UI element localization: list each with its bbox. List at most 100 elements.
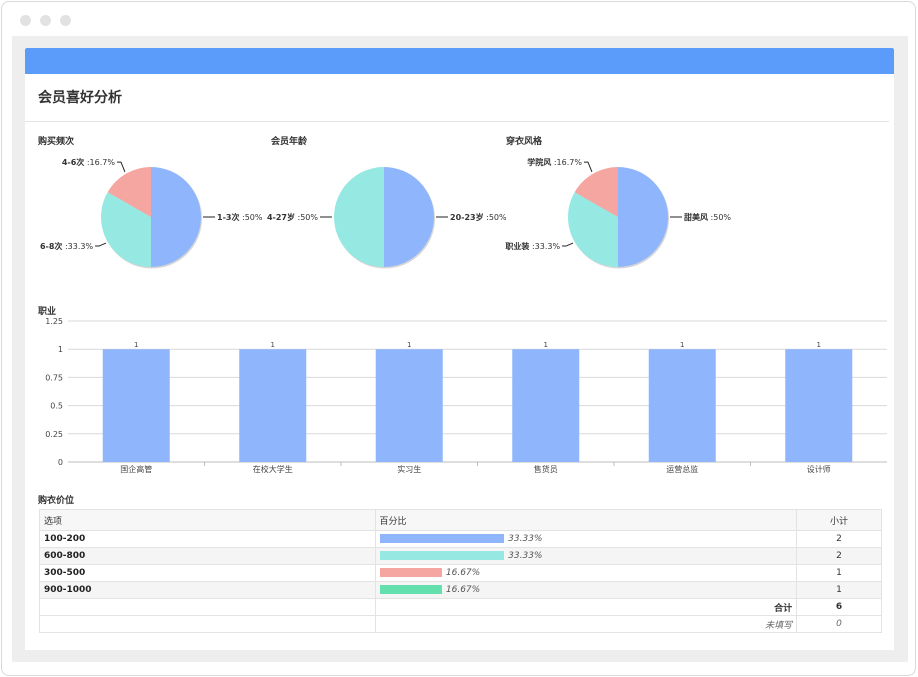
bar-value-label: 1 (544, 341, 548, 349)
percent-text: 16.67% (445, 584, 481, 595)
y-tick-label: 0.25 (45, 430, 63, 439)
pie-slice-name: 6-8次 (40, 241, 62, 251)
pie-slice-percent: :16.7% (551, 158, 582, 167)
pie-slice[interactable] (618, 167, 668, 267)
pie-slice-name: 4-6次 (62, 157, 84, 167)
title-divider (25, 121, 889, 122)
unfilled-empty-cell (39, 615, 376, 633)
row-percent: 16.67% (374, 564, 798, 582)
y-tick-label: 1.25 (45, 317, 63, 326)
y-tick-label: 0 (58, 458, 63, 467)
pie-leader-line (95, 242, 107, 247)
x-tick-label: 国企高管 (120, 464, 152, 474)
table-header-row: 选项 百分比 小计 (39, 509, 882, 531)
pie-charts: 1-3次 :50% 6-8次 :33.3% 4-6次 :16.7% 20-23岁 :5… (40, 157, 731, 269)
total-value: 6 (796, 598, 882, 616)
pie-slice-percent: :50% (295, 213, 318, 222)
pie-slice-name: 职业装 (505, 241, 529, 251)
pie-slice[interactable] (574, 167, 618, 217)
report-panel: 会员喜好分析 购买频次 会员年龄 穿衣风格 1-3次 :50% 6-8次 :33.… (25, 48, 894, 650)
pie-slice-label: 1-3次 :50% (217, 212, 263, 222)
pie-slice-label: 4-27岁 :50% (267, 212, 318, 222)
header-option: 选项 (39, 509, 376, 531)
pie-label-style: 穿衣风格 (506, 137, 543, 147)
pie-slice-percent: :16.7% (84, 158, 115, 167)
occupation-bar-chart: 0 0.25 0.5 0.75 1 1.25 1 国企高管 1 在校大学生 1 实习生 1 售货员 1 运营总… (45, 317, 887, 474)
pie-slice[interactable] (151, 167, 201, 267)
bar-value-label: 1 (271, 341, 275, 349)
pie-slice[interactable] (384, 167, 434, 267)
bar[interactable] (375, 349, 443, 462)
total-row: 合计 6 (39, 598, 882, 616)
pie-slice-name: 学院风 (527, 157, 551, 167)
pie-slice-label: 职业装 :33.3% (505, 241, 560, 251)
table-row: 100-200 33.33% 2 (39, 530, 882, 548)
table-row: 600-800 33.33% 2 (39, 547, 882, 565)
bar[interactable] (785, 349, 853, 462)
pie-slice[interactable] (568, 192, 618, 267)
bar[interactable] (102, 349, 170, 462)
pie-leader-line (562, 242, 574, 247)
row-percent: 33.33% (374, 530, 798, 548)
page-title: 会员喜好分析 (38, 90, 122, 106)
percent-bar (379, 585, 442, 595)
percent-bar (379, 568, 442, 578)
window-minimize-dot[interactable] (40, 15, 51, 26)
percent-text: 33.33% (508, 550, 543, 561)
unfilled-label: 未填写 (374, 615, 798, 633)
total-label: 合计 (374, 598, 798, 616)
pie-slice-label: 甜美风 :50% (684, 212, 731, 222)
pie-slice-name: 4-27岁 (267, 212, 295, 222)
y-tick-label: 0.5 (50, 402, 63, 411)
pie-slice[interactable] (107, 167, 151, 217)
row-option: 300-500 (39, 564, 376, 582)
percent-text: 33.33% (508, 533, 543, 544)
row-percent: 16.67% (374, 581, 798, 599)
row-count: 2 (796, 547, 882, 565)
bar[interactable] (239, 349, 307, 462)
row-count: 2 (796, 530, 882, 548)
pie-slice-percent: :33.3% (529, 242, 560, 251)
pie-slice-label: 4-6次 :16.7% (62, 157, 116, 167)
total-empty-cell (39, 598, 376, 616)
header-bar (25, 48, 894, 74)
unfilled-row: 未填写 0 (39, 615, 882, 633)
pie-label-age: 会员年龄 (271, 137, 308, 147)
pie-slice[interactable] (334, 167, 384, 267)
pie-slice-percent: :50% (239, 213, 262, 222)
row-option: 100-200 (39, 530, 376, 548)
x-tick-label: 售货员 (534, 464, 558, 474)
x-tick-label: 运营总监 (666, 464, 698, 474)
pie-slice-label: 6-8次 :33.3% (40, 241, 94, 251)
pie-slice[interactable] (100, 192, 151, 267)
percent-bar (379, 551, 505, 561)
window-maximize-dot[interactable] (60, 15, 71, 26)
y-tick-label: 0.75 (45, 373, 63, 382)
pie-slice-name: 20-23岁 (450, 212, 484, 222)
table-row: 300-500 16.67% 1 (39, 564, 882, 582)
x-tick-label: 在校大学生 (253, 464, 293, 474)
pie-slice-percent: :33.3% (62, 242, 93, 251)
header-subtotal: 小计 (796, 509, 882, 531)
bar[interactable] (512, 349, 580, 462)
row-option: 900-1000 (39, 581, 376, 599)
pie-slice-label: 20-23岁 :50% (450, 212, 507, 222)
bar[interactable] (648, 349, 716, 462)
percent-bar (379, 534, 505, 544)
pie-leader-line (116, 161, 126, 173)
pie-leader-line (583, 161, 593, 173)
price-table: 选项 百分比 小计 100-200 33.33% 2 600-800 33.33… (39, 509, 882, 633)
x-tick-label: 实习生 (397, 464, 421, 474)
pie-slice-name: 甜美风 (684, 212, 708, 222)
header-percent: 百分比 (374, 509, 798, 531)
window-close-dot[interactable] (20, 15, 31, 26)
pie-slice-percent: :50% (484, 213, 507, 222)
price-table-label: 购衣价位 (38, 496, 75, 506)
row-count: 1 (796, 581, 882, 599)
bar-value-label: 1 (680, 341, 684, 349)
percent-text: 16.67% (445, 567, 481, 578)
row-option: 600-800 (39, 547, 376, 565)
table-row: 900-1000 16.67% 1 (39, 581, 882, 599)
pie-slice-name: 1-3次 (217, 212, 239, 222)
pie-label-frequency: 购买频次 (38, 137, 75, 147)
